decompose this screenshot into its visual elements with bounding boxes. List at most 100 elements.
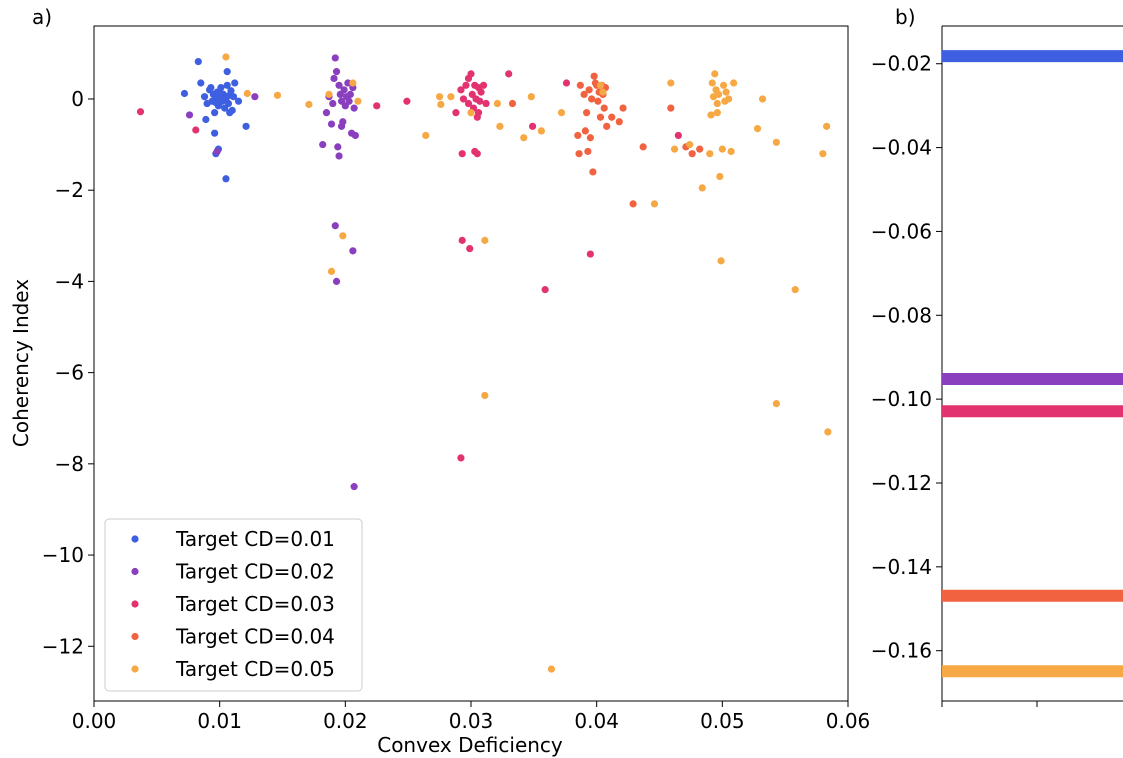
legend-marker xyxy=(131,632,139,641)
scatter-point-series-4 xyxy=(594,97,602,105)
scatter-point-series-1 xyxy=(212,99,220,107)
scatter-point-series-2 xyxy=(345,97,353,105)
scatter-point-series-5 xyxy=(713,99,721,108)
y-axis: 0 −2 −4 −6 −8 −10 −12 xyxy=(42,87,94,658)
scatter-point-series-2 xyxy=(346,90,354,99)
scatter-point-series-5 xyxy=(772,400,780,408)
scatter-point-series-1 xyxy=(242,122,250,130)
y-tick-label: −4 xyxy=(55,269,84,293)
scatter-point-series-5 xyxy=(713,109,721,117)
scatter-point-series-3 xyxy=(458,236,466,244)
scatter-point-series-4 xyxy=(589,168,597,176)
scatter-point-series-5 xyxy=(596,81,605,89)
scatter-point-series-5 xyxy=(437,100,445,109)
scatter-point-series-5 xyxy=(718,145,726,153)
scatter-point-series-3 xyxy=(458,150,466,158)
scatter-point-series-4 xyxy=(584,147,592,156)
legend-label: Target CD=0.02 xyxy=(175,560,335,584)
scatter-point-series-5 xyxy=(435,93,444,101)
scatter-point-series-2 xyxy=(335,81,343,89)
scatter-point-series-1 xyxy=(226,109,234,117)
scatter-point-series-1 xyxy=(217,83,225,92)
scatter-point-series-2 xyxy=(332,68,341,76)
scatter-point-series-5 xyxy=(422,131,430,140)
y-tick-label: 0 xyxy=(71,87,84,111)
panel-a-label: a) xyxy=(32,5,52,29)
y-axis-label: Coherency Index xyxy=(9,279,33,447)
panel-b-label: b) xyxy=(895,5,916,29)
scatter-point-series-5 xyxy=(599,88,607,96)
x-tick-label: 0.06 xyxy=(826,709,871,733)
scatter-point-series-5 xyxy=(354,97,362,105)
scatter-point-series-4 xyxy=(576,81,584,89)
scatter-point-series-3 xyxy=(586,250,594,258)
scatter-point-series-2 xyxy=(340,86,348,94)
y-tick-label: −8 xyxy=(55,452,84,476)
scatter-point-series-5 xyxy=(467,109,475,117)
scatter-point-series-4 xyxy=(574,131,582,140)
scatter-point-series-5 xyxy=(758,95,767,103)
scatter-point-series-1 xyxy=(234,97,243,105)
scatter-point-series-5 xyxy=(708,79,716,87)
scatter-point-series-3 xyxy=(482,99,490,108)
scatter-point-series-4 xyxy=(581,127,589,135)
scatter-point-series-3 xyxy=(541,286,549,294)
scatter-point-series-4 xyxy=(615,118,623,126)
scatter-point-series-1 xyxy=(229,93,238,101)
scatter-point-series-5 xyxy=(447,93,455,101)
scatter-point-series-5 xyxy=(670,145,679,153)
scatter-point-series-5 xyxy=(823,122,831,130)
x-tick-label: 0.04 xyxy=(574,709,619,733)
scatter-point-series-1 xyxy=(227,87,235,95)
legend-label: Target CD=0.04 xyxy=(175,625,335,649)
scatter-point-series-4 xyxy=(585,86,593,94)
scatter-point-series-1 xyxy=(217,89,225,98)
panel-b-y-axis: −0.02 −0.04 −0.06 −0.08 −0.10 −0.12 −0.14 −0.16 xyxy=(871,52,942,663)
scatter-point-series-3 xyxy=(466,244,474,253)
scatter-point-series-2 xyxy=(334,143,342,151)
panel-b-y-tick-label: −0.08 xyxy=(871,303,932,327)
scatter-point-series-5 xyxy=(719,81,728,89)
scatter-point-series-5 xyxy=(753,125,762,133)
scatter-point-series-4 xyxy=(600,104,608,112)
panel-b-y-tick-label: −0.06 xyxy=(871,219,932,243)
scatter-point-series-5 xyxy=(667,79,675,87)
scatter-point-series-5 xyxy=(819,150,827,158)
scatter-point-series-5 xyxy=(711,70,719,78)
scatter-point-series-3 xyxy=(462,81,470,89)
scatter-point-series-1 xyxy=(194,57,202,66)
scatter-point-series-2 xyxy=(329,99,337,108)
legend-label: Target CD=0.05 xyxy=(175,657,335,681)
scatter-point-series-2 xyxy=(331,54,339,62)
scatter-point-series-5 xyxy=(725,95,733,103)
scatter-point-series-3 xyxy=(457,454,465,462)
scatter-point-series-4 xyxy=(583,109,591,117)
scatter-point-series-5 xyxy=(716,172,724,181)
scatter-point-series-2 xyxy=(350,483,358,491)
legend-marker xyxy=(131,665,139,673)
scatter-point-series-3 xyxy=(403,97,411,105)
panel-b-y-tick-label: −0.12 xyxy=(871,471,932,495)
scatter-point-series-5 xyxy=(493,99,501,108)
x-tick-label: 0.01 xyxy=(197,709,242,733)
scatter-point-series-5 xyxy=(305,100,313,109)
scatter-point-series-4 xyxy=(580,90,588,99)
scatter-point-series-1 xyxy=(223,68,231,76)
scatter-point-series-5 xyxy=(706,150,714,158)
scatter-point-series-3 xyxy=(674,131,682,140)
scatter-point-series-2 xyxy=(331,222,339,230)
scatter-point-series-2 xyxy=(351,131,359,140)
scatter-point-series-5 xyxy=(327,267,336,275)
panel-b-axes xyxy=(941,25,1123,707)
scatter-point-series-4 xyxy=(619,104,627,112)
scatter-point-series-5 xyxy=(727,147,735,156)
scatter-point-series-4 xyxy=(603,122,611,130)
y-tick-label: −6 xyxy=(55,361,84,385)
x-axis-label: Convex Deficiency xyxy=(377,733,563,757)
scatter-point-series-2 xyxy=(319,140,327,149)
panel-b-y-tick-label: −0.16 xyxy=(871,639,932,663)
scatter-point-series-3 xyxy=(464,99,473,108)
scatter-point-series-4 xyxy=(629,200,637,208)
x-tick-label: 0.03 xyxy=(449,709,494,733)
scatter-point-series-3 xyxy=(505,70,513,78)
